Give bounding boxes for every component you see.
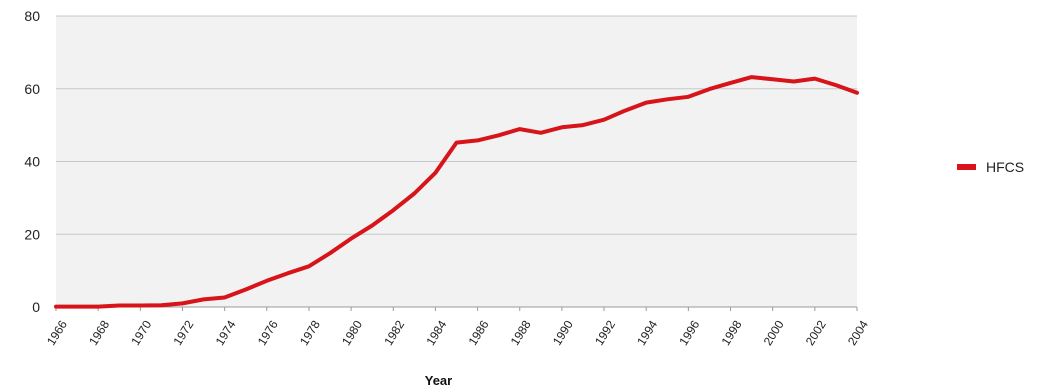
legend: HFCS: [957, 159, 1024, 175]
y-tick-label: 20: [24, 226, 40, 242]
x-tick-label: 1974: [213, 318, 239, 348]
x-tick-label: 1968: [86, 318, 112, 348]
x-tick-label: 1984: [423, 318, 449, 348]
x-tick-label: 1976: [255, 318, 281, 348]
x-axis-label: Year: [425, 373, 452, 388]
y-tick-label: 0: [32, 299, 40, 315]
x-tick-label: 1988: [508, 318, 534, 348]
x-tick-label: 1996: [676, 318, 702, 348]
x-tick-label: 1994: [634, 318, 660, 348]
x-tick-label: 1992: [592, 318, 618, 348]
x-axis-ticks: 1966 1968 1970 1972 1974 1976 1978 1980 1982 1984…: [44, 307, 871, 348]
x-tick-label: 1986: [466, 318, 492, 348]
series-layer: [54, 75, 859, 309]
y-tick-label: 80: [24, 8, 40, 24]
y-tick-label: 60: [24, 81, 40, 97]
gridlines: [56, 15, 857, 235]
x-tick-label: 1970: [128, 318, 154, 348]
x-tick-label: 1998: [719, 318, 745, 348]
x-tick-label: 1978: [297, 318, 323, 348]
y-tick-label: 40: [24, 154, 40, 170]
x-tick-label: 1990: [550, 318, 576, 348]
x-tick-label: 1982: [381, 318, 407, 348]
series-line-hfcs: [54, 75, 859, 309]
y-axis-ticks: 0 20 40 60 80: [24, 8, 40, 315]
x-tick-label: 2002: [803, 318, 829, 348]
x-tick-label: 2000: [761, 318, 787, 348]
x-tick-label: 2004: [845, 318, 871, 348]
legend-label-hfcs: HFCS: [986, 159, 1024, 175]
x-tick-label: 1966: [44, 318, 70, 348]
x-tick-label: 1972: [170, 318, 196, 348]
x-tick-label: 1980: [339, 318, 365, 348]
